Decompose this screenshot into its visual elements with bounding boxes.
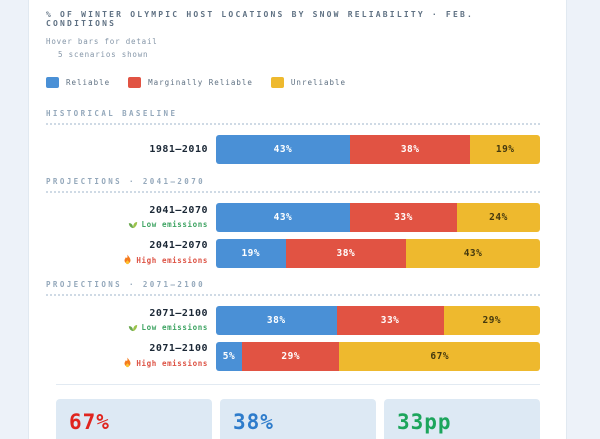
stat-card-67: 67%Unreliable by 2071–2100 under high em… bbox=[56, 399, 212, 439]
bar-value-label: 67% bbox=[430, 351, 450, 362]
section-header: HISTORICAL BASELINE bbox=[46, 109, 178, 118]
stat-value: 67% bbox=[69, 410, 110, 434]
stacked-bar: 43% 38% 19% bbox=[216, 135, 540, 164]
scenario-label-low-emissions: Low emissions bbox=[46, 219, 208, 231]
chart-row: 2041–2070 High emissions 19% 38% 43% bbox=[46, 239, 540, 268]
period-label: 2041–2070 bbox=[149, 240, 208, 251]
scenario-text: Low emissions bbox=[141, 220, 208, 229]
legend-swatch-unreliable bbox=[270, 77, 284, 88]
stat-card-38: 38%Reliable by 2071–2100 under Paris goa… bbox=[220, 399, 376, 439]
legend-swatch-marginally-reliable bbox=[128, 77, 142, 88]
chart-row: 2041–2070 Low emissions 43% 33% 24% bbox=[46, 203, 540, 232]
seedling-icon bbox=[128, 322, 142, 334]
section-divider bbox=[46, 294, 540, 296]
legend-label: Unreliable bbox=[290, 78, 347, 87]
bar-value-label: 43% bbox=[273, 212, 293, 223]
scenario-text: High emissions bbox=[136, 359, 208, 368]
bar-value-label: 38% bbox=[266, 315, 286, 326]
section-divider bbox=[46, 123, 540, 125]
bar-segment-marginally-reliable[interactable]: 38% bbox=[285, 239, 407, 268]
bar-segment-unreliable[interactable]: 43% bbox=[406, 239, 540, 268]
bar-value-label: 33% bbox=[394, 212, 413, 223]
bar-segment-marginally-reliable[interactable]: 38% bbox=[349, 135, 471, 164]
bar-segment-marginally-reliable[interactable]: 33% bbox=[336, 306, 444, 335]
row-label: 2071–2100 Low emissions bbox=[46, 308, 208, 334]
period-label: 2071–2100 bbox=[149, 343, 208, 354]
row-label: 2071–2100 High emissions bbox=[46, 343, 208, 370]
chart-row: 2071–2100 Low emissions 38% 33% 29% bbox=[46, 306, 540, 335]
bar-segment-unreliable[interactable]: 29% bbox=[443, 306, 540, 335]
chart-area: HISTORICAL BASELINE 1981–2010 43% 38% 19% PRO… bbox=[46, 109, 540, 371]
row-label: 2041–2070 High emissions bbox=[46, 240, 208, 267]
bar-value-label: 29% bbox=[281, 351, 301, 362]
period-label: 2071–2100 bbox=[149, 307, 208, 319]
bar-segment-unreliable[interactable]: 67% bbox=[339, 342, 540, 371]
bar-segment-marginally-reliable[interactable]: 33% bbox=[349, 203, 458, 232]
bar-segment-marginally-reliable[interactable]: 29% bbox=[242, 342, 340, 371]
flame-icon bbox=[123, 357, 136, 370]
chart-title: % OF WINTER OLYMPIC HOST LOCATIONS BY SN… bbox=[46, 10, 475, 28]
legend-label: Reliable bbox=[66, 78, 111, 87]
bar-value-label: 38% bbox=[336, 248, 356, 259]
stat-card-33pp: 33ppDifference in reliable % Paris vs hi… bbox=[384, 399, 540, 439]
chart-subtitle: Hover bars for detail 5 scenarios shown bbox=[46, 35, 540, 61]
bar-segment-reliable[interactable]: 38% bbox=[216, 306, 337, 335]
bar-value-label: 43% bbox=[273, 144, 293, 155]
scenario-text: High emissions bbox=[136, 256, 208, 265]
chart-section-historical-baseline: HISTORICAL BASELINE 1981–2010 43% 38% 19% bbox=[46, 109, 540, 164]
bar-value-label: 38% bbox=[400, 144, 420, 155]
stat-cards: 67%Unreliable by 2071–2100 under high em… bbox=[56, 399, 540, 439]
stacked-bar: 43% 33% 24% bbox=[216, 203, 540, 232]
chart-card: % OF WINTER OLYMPIC HOST LOCATIONS BY SN… bbox=[28, 0, 567, 439]
chart-row: 2071–2100 High emissions 5% 29% 67% bbox=[46, 342, 540, 371]
bar-value-label: 24% bbox=[489, 212, 508, 223]
flame-icon bbox=[123, 254, 136, 267]
section-header: PROJECTIONS · 2041–2070 bbox=[46, 177, 206, 186]
scenario-label-low-emissions: Low emissions bbox=[46, 322, 208, 334]
stat-value: 33pp bbox=[397, 410, 452, 434]
bar-value-label: 33% bbox=[380, 315, 400, 326]
bar-value-label: 43% bbox=[463, 248, 483, 259]
period-label: 2041–2070 bbox=[149, 204, 208, 216]
chart-section-projections-2041-2070: PROJECTIONS · 2041–2070 2041–2070 Low emis… bbox=[46, 177, 540, 268]
legend-item-marginally-reliable[interactable]: Marginally Reliable bbox=[128, 77, 253, 88]
scenario-label-high-emissions: High emissions bbox=[46, 254, 208, 267]
section-divider bbox=[46, 191, 540, 193]
legend: Reliable Marginally Reliable Unreliable bbox=[46, 77, 540, 88]
bar-value-label: 29% bbox=[482, 315, 502, 326]
row-label: 2041–2070 Low emissions bbox=[46, 205, 208, 231]
stacked-bar: 38% 33% 29% bbox=[216, 306, 540, 335]
period-label: 1981–2010 bbox=[149, 144, 208, 155]
stacked-bar: 19% 38% 43% bbox=[216, 239, 540, 268]
scenario-text: Low emissions bbox=[141, 323, 208, 332]
bar-segment-reliable[interactable]: 19% bbox=[216, 239, 286, 268]
legend-item-unreliable[interactable]: Unreliable bbox=[270, 77, 347, 88]
hover-hint: Hover bars for detail bbox=[46, 37, 158, 46]
bar-value-label: 19% bbox=[495, 144, 515, 155]
seedling-icon bbox=[128, 219, 142, 231]
legend-item-reliable[interactable]: Reliable bbox=[46, 77, 110, 88]
bar-value-label: 5% bbox=[222, 351, 236, 362]
stat-value: 38% bbox=[233, 410, 274, 434]
bar-segment-reliable[interactable]: 43% bbox=[216, 135, 350, 164]
bar-segment-reliable[interactable]: 5% bbox=[216, 342, 243, 371]
footer-divider bbox=[56, 384, 540, 385]
bar-segment-unreliable[interactable]: 19% bbox=[470, 135, 540, 164]
row-label: 1981–2010 bbox=[46, 144, 208, 155]
bar-segment-reliable[interactable]: 43% bbox=[216, 203, 350, 232]
bar-segment-unreliable[interactable]: 24% bbox=[457, 203, 540, 232]
legend-swatch-reliable bbox=[46, 77, 59, 88]
chart-section-projections-2071-2100: PROJECTIONS · 2071–2100 2071–2100 Low emis… bbox=[46, 280, 540, 371]
bar-value-label: 19% bbox=[241, 248, 261, 259]
scenarios-note: 5 scenarios shown bbox=[58, 50, 149, 59]
chart-row: 1981–2010 43% 38% 19% bbox=[46, 135, 540, 164]
stacked-bar: 5% 29% 67% bbox=[216, 342, 540, 371]
section-header: PROJECTIONS · 2071–2100 bbox=[46, 280, 206, 289]
scenario-label-high-emissions: High emissions bbox=[46, 357, 208, 370]
legend-label: Marginally Reliable bbox=[148, 78, 253, 87]
